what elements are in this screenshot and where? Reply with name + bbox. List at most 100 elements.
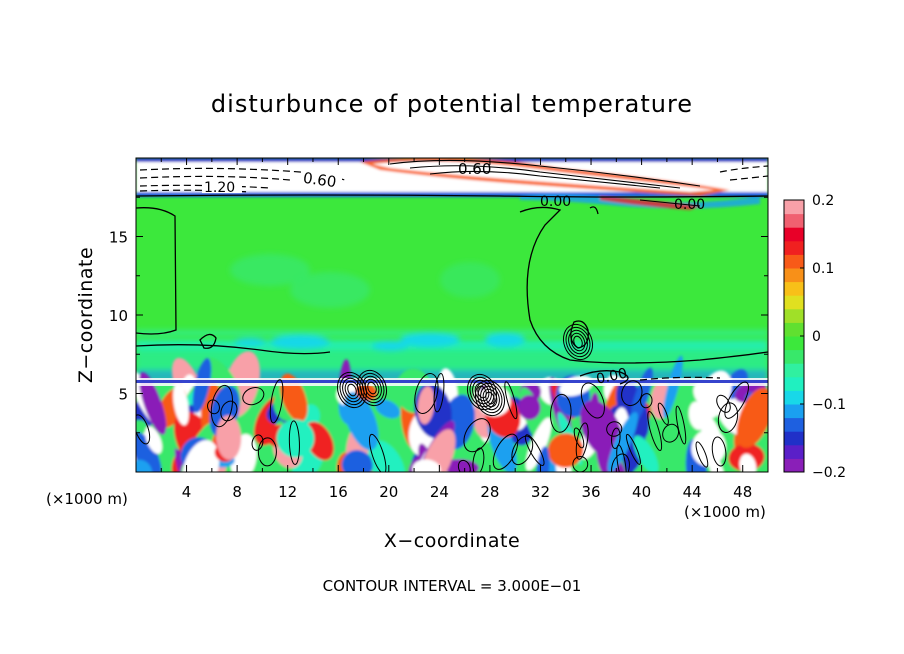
contour-loop	[472, 447, 485, 472]
field-patch	[182, 440, 220, 472]
y-tick-label: 15	[109, 229, 128, 247]
colorbar-segment	[784, 227, 804, 242]
contour-loop	[695, 441, 709, 468]
contour-cluster	[562, 323, 594, 361]
contour-loop	[724, 381, 749, 419]
colorbar-segment	[784, 268, 804, 283]
chart-title: disturbunce of potential temperature	[211, 90, 693, 118]
colorbar-segment	[784, 213, 804, 228]
contour-cluster	[480, 385, 500, 411]
solid-white-band-contours	[389, 159, 701, 189]
field-patch	[633, 435, 659, 472]
colorbar	[784, 200, 804, 473]
field-patch	[412, 459, 441, 472]
contour-cluster	[568, 329, 588, 355]
field-patch	[420, 429, 456, 472]
contour-cluster	[474, 379, 506, 417]
colorbar-tick-label: 0.1	[812, 261, 834, 277]
contour-loop	[675, 405, 687, 445]
field-patch	[736, 387, 768, 448]
contour-loop	[414, 373, 439, 414]
colorbar-ticks: 0.2 0.1 0 −0.1 −0.2	[800, 193, 846, 481]
x-unit-right: (×1000 m)	[684, 503, 766, 521]
colorbar-segment	[784, 308, 804, 323]
contour-loop	[257, 437, 277, 467]
contour-cluster	[573, 335, 583, 349]
contour-cluster	[477, 382, 503, 414]
contour-label: 0.60	[302, 169, 338, 191]
x-unit-left: (×1000 m)	[46, 490, 128, 508]
contour-loop	[136, 414, 151, 445]
contour-loop	[511, 435, 534, 466]
y-tick-label: 10	[109, 307, 128, 325]
contour-loop	[606, 421, 623, 437]
contour-loop	[657, 402, 669, 426]
y-tick-label: 5	[118, 386, 128, 404]
contour-loop	[580, 382, 605, 419]
field-patch	[663, 355, 683, 419]
x-tick-label: 12	[278, 483, 297, 501]
contour-loop	[504, 381, 518, 420]
field-patch	[739, 453, 757, 472]
x-tick-label: 20	[379, 483, 398, 501]
colorbar-segment	[784, 295, 804, 310]
x-tick-label: 32	[531, 483, 550, 501]
colorbar-segment	[784, 240, 804, 255]
contour-cluster	[362, 375, 382, 401]
contour-loop	[269, 379, 284, 424]
colorbar-segment	[784, 200, 804, 215]
contour-cluster	[344, 380, 360, 400]
contour-label: 0.00	[540, 194, 571, 210]
x-tick-label: 16	[329, 483, 348, 501]
contour-label: 1.20	[204, 180, 235, 196]
x-tick-label: 24	[430, 483, 449, 501]
turbulent-contours	[136, 323, 749, 472]
contour-loop	[207, 399, 220, 415]
x-tick-label: 48	[733, 483, 752, 501]
field-patch	[607, 412, 638, 472]
contour-cluster	[347, 383, 357, 397]
x-tick-label: 44	[683, 483, 702, 501]
contour-loop	[717, 402, 739, 433]
colorbar-segment	[784, 281, 804, 296]
colorbar-tick-label: 0	[812, 329, 821, 345]
contour-loop	[662, 423, 680, 443]
x-tick-label: 40	[632, 483, 651, 501]
contour-label: 0.00	[674, 197, 705, 213]
colorbar-tick-label: 0.2	[812, 193, 834, 209]
colorbar-segment	[784, 417, 804, 432]
contour-loop	[492, 433, 519, 470]
colorbar-segment	[784, 390, 804, 405]
contour-interval-note: CONTOUR INTERVAL = 3.000E−01	[323, 577, 582, 595]
contour-cluster	[565, 326, 591, 358]
contour-loop	[251, 434, 264, 451]
contour-cluster	[485, 391, 495, 405]
contour-loop	[288, 420, 300, 465]
contour-cluster	[482, 388, 498, 408]
x-tick-label: 28	[480, 483, 499, 501]
colorbar-segment	[784, 458, 804, 473]
field-patch	[136, 432, 162, 472]
field-patch	[518, 394, 541, 420]
plot-area: 1.20 0.60 0.60 0.00 0.00 0.00	[136, 158, 768, 472]
contour-loop	[550, 393, 572, 433]
field-patch	[173, 383, 189, 426]
colorbar-segment	[784, 363, 804, 378]
contour-loop	[573, 427, 585, 449]
contour-loop	[640, 393, 653, 409]
field-patch	[699, 413, 723, 453]
contour-cluster	[570, 332, 586, 352]
x-tick-label: 36	[581, 483, 600, 501]
field-patch	[417, 386, 435, 425]
colorbar-segment	[784, 254, 804, 269]
contour-loop	[711, 436, 727, 467]
contour-loop	[457, 459, 471, 472]
contour-loop	[625, 433, 641, 465]
field-patch	[367, 440, 406, 472]
contour-loop	[368, 433, 387, 472]
colorbar-tick-label: −0.1	[812, 397, 846, 413]
contour-loop	[647, 410, 663, 452]
contour-lines	[136, 194, 768, 385]
field-patch	[535, 446, 550, 472]
contour-loop	[210, 384, 233, 428]
